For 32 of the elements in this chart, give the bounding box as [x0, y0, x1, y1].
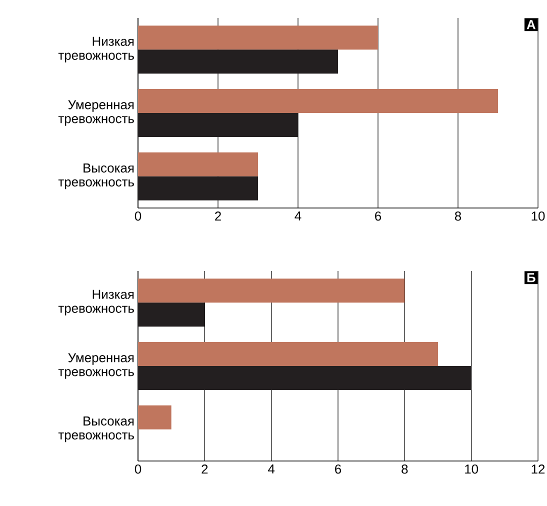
bar: [138, 342, 438, 366]
bar: [138, 50, 338, 74]
bar: [138, 366, 472, 390]
x-tick-label: 4: [268, 464, 275, 474]
bar: [138, 112, 298, 137]
bar: [138, 26, 378, 50]
annotation: Б: [527, 273, 536, 282]
y-tick-label: Умеренная тревожность: [58, 100, 134, 126]
x-tick-label: 4: [294, 212, 302, 220]
x-tick-label: 0: [134, 212, 142, 221]
x-tick-label: 0: [134, 464, 142, 474]
x-tick-label: 6: [335, 464, 342, 474]
bar: [138, 176, 258, 200]
bar: [138, 405, 172, 430]
bar: [138, 152, 258, 176]
y-tick-label: Высокая тревожность: [58, 416, 134, 442]
y-tick-label: Низкая тревожность: [58, 290, 134, 316]
y-tick-label: Умеренная тревожность: [58, 353, 134, 379]
x-tick-label: 8: [454, 212, 462, 221]
bar: [138, 278, 405, 303]
annotation: А: [526, 20, 536, 30]
x-tick-label: 10: [465, 464, 478, 474]
bar: [138, 88, 498, 113]
x-tick-label: 12: [532, 464, 545, 474]
y-tick-label: Низкая тревожность: [58, 36, 134, 62]
x-tick-label: 6: [375, 212, 382, 221]
x-tick-label: 2: [215, 212, 221, 221]
x-tick-label: 8: [402, 464, 408, 474]
bar: [138, 302, 205, 327]
x-tick-label: 10: [532, 212, 545, 221]
x-tick-label: 2: [202, 464, 208, 474]
y-tick-label: Высокая тревожность: [58, 164, 134, 190]
